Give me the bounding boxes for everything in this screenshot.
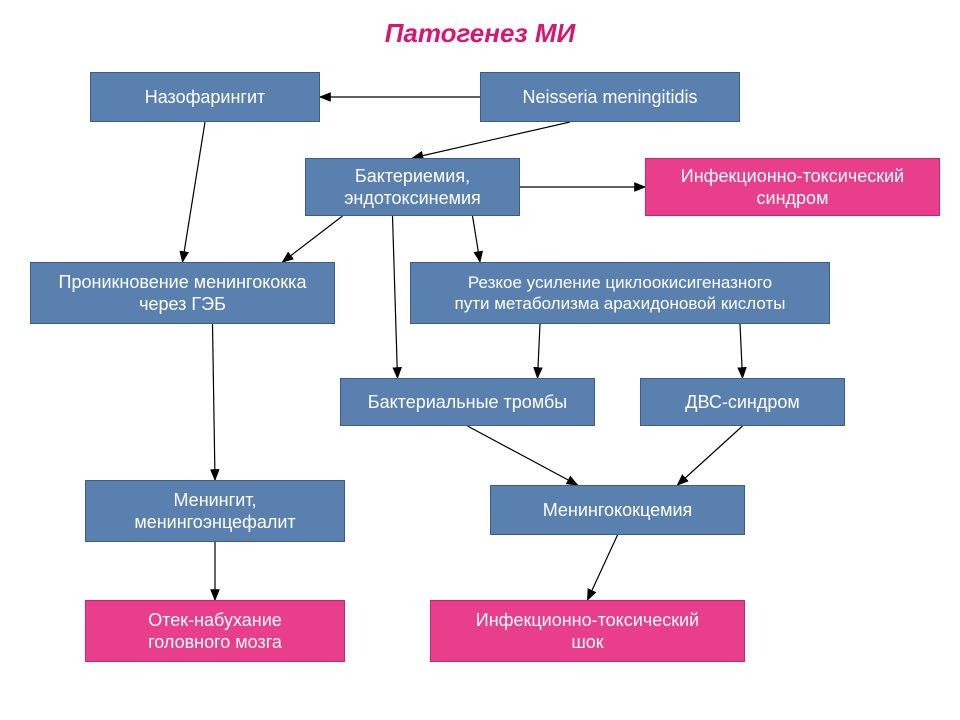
node-gjab: Проникновение менингококкачерез ГЭБ: [30, 262, 335, 324]
edge-dvs-meningococ: [678, 426, 743, 485]
node-neisseria: Neisseria meningitidis: [480, 72, 740, 122]
node-its: Инфекционно-токсическийсиндром: [645, 158, 940, 216]
node-dvs: ДВС-синдром: [640, 378, 845, 426]
node-meningit: Менингит,менингоэнцефалит: [85, 480, 345, 542]
node-otek: Отек-набуханиеголовного мозга: [85, 600, 345, 662]
edge-thrombi-meningococ: [468, 426, 578, 485]
node-thrombi: Бактериальные тромбы: [340, 378, 595, 426]
edge-arachid-thrombi: [538, 324, 541, 378]
edge-arachid-dvs: [740, 324, 743, 378]
node-meningococ: Менингококцемия: [490, 485, 745, 535]
edge-nazofaringit-gjab: [183, 122, 206, 262]
node-arachid: Резкое усиление циклоокисигеназногопути …: [410, 262, 830, 324]
edge-neisseria-bacteriemia: [413, 122, 571, 158]
edge-bacteriemia-thrombi: [393, 216, 398, 378]
edge-bacteriemia-arachid: [473, 216, 481, 262]
node-itsh: Инфекционно-токсическийшок: [430, 600, 745, 662]
node-nazofaringit: Назофарингит: [90, 72, 320, 122]
edge-gjab-meningit: [213, 324, 216, 480]
edge-bacteriemia-gjab: [283, 216, 343, 262]
diagram-title: Патогенез МИ: [0, 18, 960, 49]
edge-meningococ-itsh: [588, 535, 618, 600]
node-bacteriemia: Бактериемия,эндотоксинемия: [305, 158, 520, 216]
